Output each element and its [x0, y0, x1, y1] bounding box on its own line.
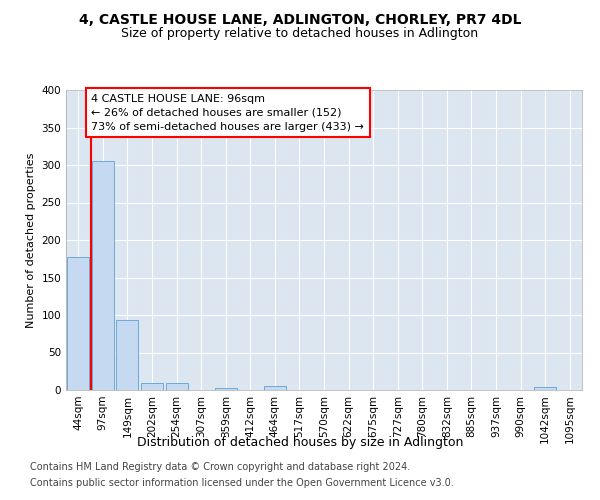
- Text: 4 CASTLE HOUSE LANE: 96sqm
← 26% of detached houses are smaller (152)
73% of sem: 4 CASTLE HOUSE LANE: 96sqm ← 26% of deta…: [91, 94, 364, 132]
- Bar: [534, 387, 556, 390]
- Bar: [92, 161, 114, 390]
- Bar: [166, 382, 188, 390]
- Y-axis label: Number of detached properties: Number of detached properties: [26, 152, 36, 328]
- Text: 4, CASTLE HOUSE LANE, ADLINGTON, CHORLEY, PR7 4DL: 4, CASTLE HOUSE LANE, ADLINGTON, CHORLEY…: [79, 12, 521, 26]
- Text: Contains public sector information licensed under the Open Government Licence v3: Contains public sector information licen…: [30, 478, 454, 488]
- Bar: [67, 256, 89, 390]
- Text: Size of property relative to detached houses in Adlington: Size of property relative to detached ho…: [121, 28, 479, 40]
- Text: Contains HM Land Registry data © Crown copyright and database right 2024.: Contains HM Land Registry data © Crown c…: [30, 462, 410, 472]
- Bar: [141, 383, 163, 390]
- Bar: [116, 320, 139, 390]
- Bar: [215, 388, 237, 390]
- Bar: [264, 386, 286, 390]
- Text: Distribution of detached houses by size in Adlington: Distribution of detached houses by size …: [137, 436, 463, 449]
